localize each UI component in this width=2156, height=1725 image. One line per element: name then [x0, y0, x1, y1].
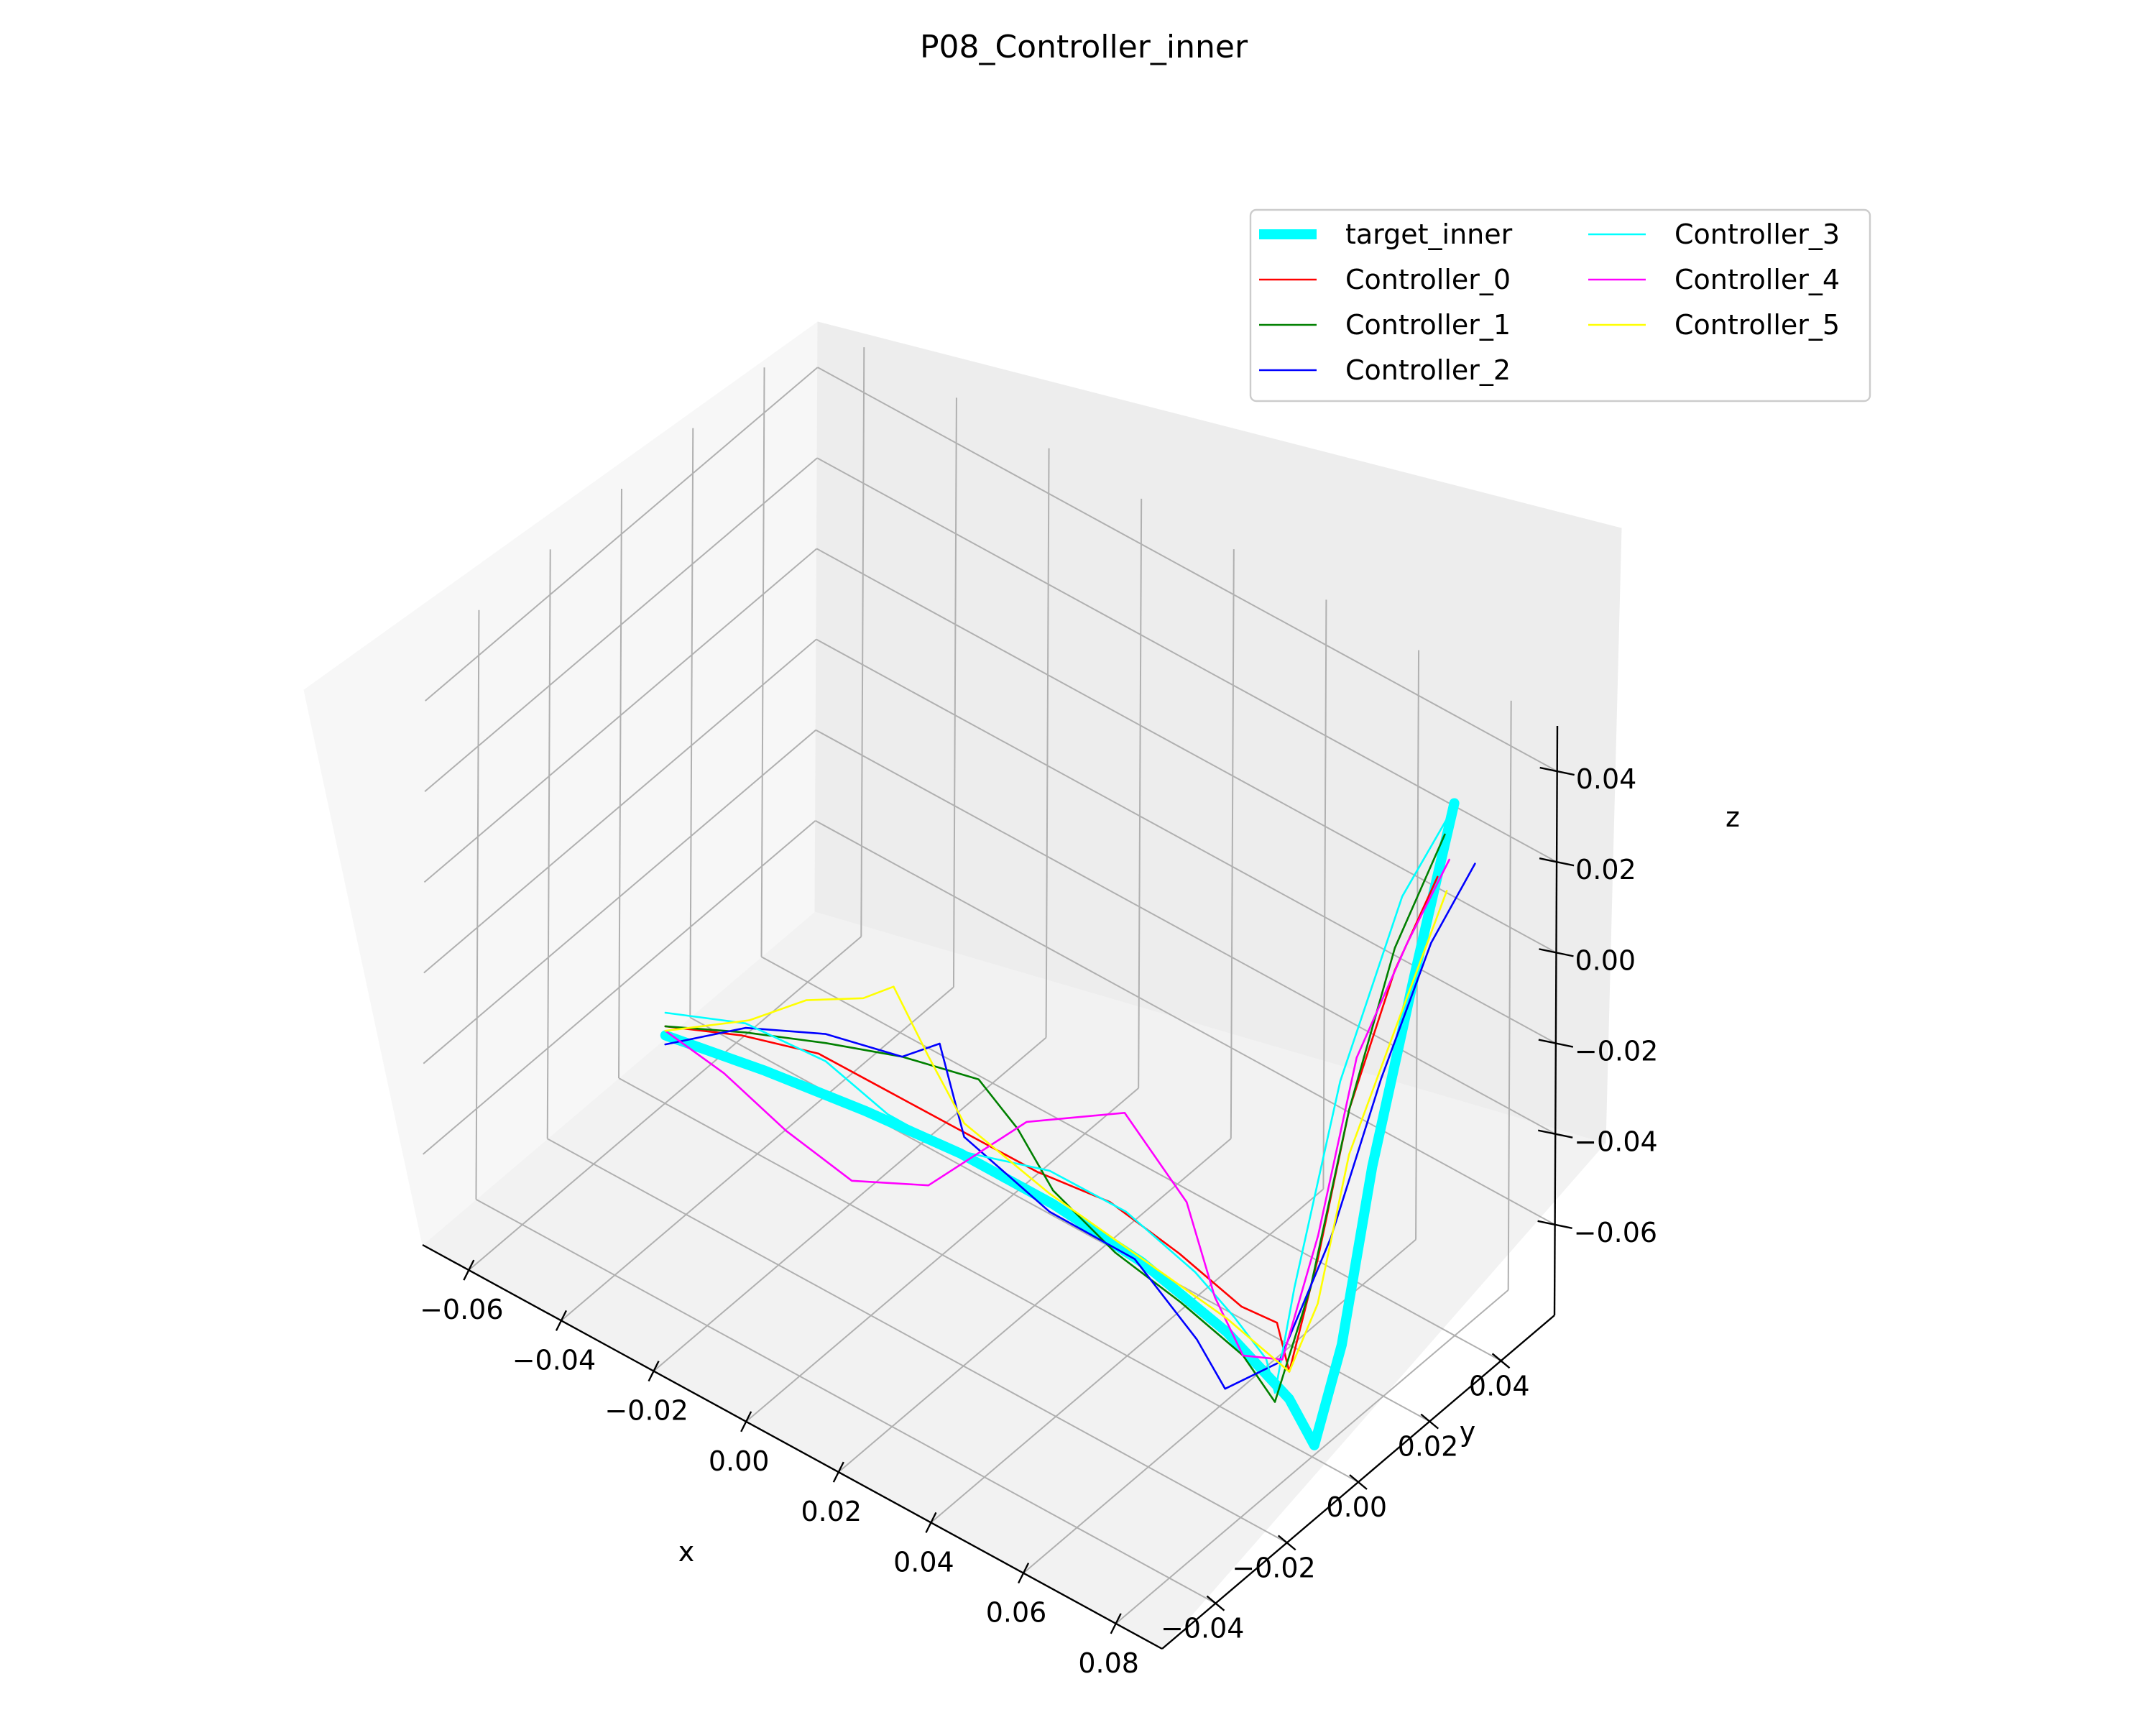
series-line-target-inner	[660, 798, 1460, 1450]
x-tick-label: 0.04	[893, 1546, 954, 1578]
x-tick-label: 0.06	[986, 1597, 1047, 1629]
series-line-controller-2	[664, 862, 1476, 1390]
z-tick-label: 0.04	[1576, 763, 1637, 795]
y-tick-label: 0.00	[1326, 1491, 1387, 1523]
z-tick-label: 0.00	[1575, 944, 1636, 976]
x-tick-label: 0.08	[1078, 1647, 1139, 1679]
legend-entry-label: Controller_4	[1674, 264, 1840, 295]
legend: target_inner Controller_0 Controller_1 Cont…	[1249, 208, 1871, 402]
legend-entry-label: Controller_0	[1345, 264, 1511, 295]
x-tick-label: −0.02	[604, 1395, 688, 1427]
y-axis-label: y	[1460, 1416, 1476, 1448]
y-tick-label: −0.04	[1161, 1613, 1244, 1644]
y-tick-label: 0.04	[1469, 1370, 1530, 1402]
series-lines	[660, 798, 1476, 1450]
legend-entry-label: target_inner	[1345, 218, 1513, 250]
legend-entry-label: Controller_2	[1345, 354, 1511, 386]
z-tick-label: −0.06	[1574, 1217, 1657, 1248]
z-tick-label: 0.02	[1575, 854, 1636, 886]
z-tick-label: −0.04	[1574, 1126, 1657, 1158]
series-line-controller-5	[664, 890, 1448, 1373]
x-tick-label: −0.06	[420, 1294, 503, 1325]
series-line-controller-4	[664, 858, 1450, 1361]
legend-entry-label: Controller_5	[1674, 309, 1840, 341]
y-tick-label: −0.02	[1232, 1552, 1315, 1583]
legend-entry-label: Controller_3	[1674, 218, 1840, 250]
grid-lines	[422, 347, 1558, 1624]
axes: −0.06−0.04−0.020.000.020.040.060.08−0.04…	[420, 725, 1658, 1679]
chart-title: P08_Controller_inner	[920, 29, 1248, 65]
y-tick-label: 0.02	[1398, 1431, 1459, 1463]
series-line-controller-3	[664, 813, 1451, 1394]
legend-frame	[1249, 208, 1871, 402]
z-tick-label: −0.02	[1575, 1036, 1658, 1067]
x-axis-label: x	[678, 1536, 695, 1568]
x-tick-label: −0.04	[512, 1344, 596, 1376]
z-axis-label: z	[1726, 801, 1740, 833]
legend-entry-label: Controller_1	[1345, 309, 1511, 341]
x-tick-label: 0.00	[709, 1445, 770, 1477]
series-line-controller-1	[664, 833, 1446, 1403]
x-tick-label: 0.02	[801, 1496, 862, 1527]
